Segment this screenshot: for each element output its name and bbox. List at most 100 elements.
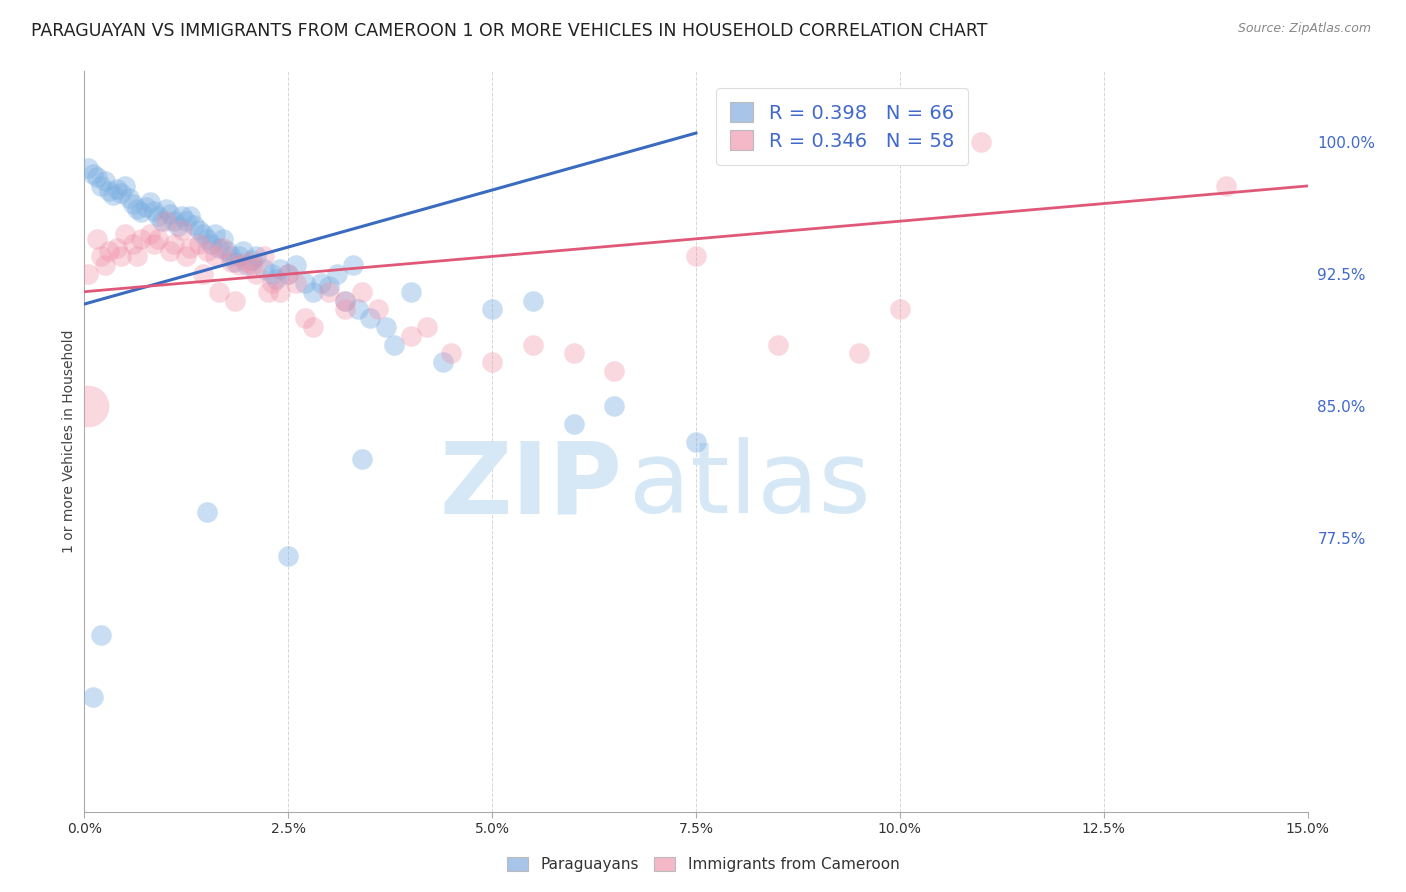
Point	[367, 302, 389, 317]
Point	[90, 250, 112, 264]
Point	[245, 267, 267, 281]
Point	[432, 355, 454, 369]
Point	[187, 223, 209, 237]
Point	[481, 355, 503, 369]
Point	[970, 135, 993, 149]
Point	[257, 285, 280, 299]
Point	[77, 399, 100, 413]
Point	[399, 285, 422, 299]
Point	[179, 241, 201, 255]
Legend: Paraguayans, Immigrants from Cameroon: Paraguayans, Immigrants from Cameroon	[499, 849, 907, 880]
Point	[603, 364, 626, 378]
Point	[350, 452, 373, 467]
Point	[195, 505, 218, 519]
Point	[114, 178, 136, 193]
Point	[889, 302, 911, 317]
Point	[82, 690, 104, 705]
Point	[131, 232, 153, 246]
Point	[174, 214, 197, 228]
Point	[86, 170, 108, 185]
Point	[217, 244, 239, 259]
Point	[346, 302, 368, 317]
Point	[159, 207, 181, 221]
Point	[562, 417, 585, 431]
Point	[260, 267, 283, 281]
Point	[155, 214, 177, 228]
Point	[240, 258, 263, 272]
Point	[122, 196, 145, 211]
Point	[277, 267, 299, 281]
Point	[110, 250, 132, 264]
Point	[269, 285, 291, 299]
Point	[522, 337, 544, 351]
Point	[212, 241, 235, 255]
Point	[335, 293, 357, 308]
Point	[301, 285, 323, 299]
Point	[155, 202, 177, 216]
Point	[285, 258, 308, 272]
Point	[342, 258, 364, 272]
Point	[253, 250, 276, 264]
Point	[359, 311, 381, 326]
Point	[204, 227, 226, 241]
Point	[382, 337, 405, 351]
Point	[146, 232, 169, 246]
Point	[204, 250, 226, 264]
Point	[522, 293, 544, 308]
Point	[236, 258, 259, 272]
Point	[326, 267, 349, 281]
Point	[82, 167, 104, 181]
Point	[101, 187, 124, 202]
Point	[562, 346, 585, 360]
Point	[167, 219, 190, 234]
Point	[848, 346, 870, 360]
Point	[172, 209, 194, 223]
Text: Source: ZipAtlas.com: Source: ZipAtlas.com	[1237, 22, 1371, 36]
Point	[114, 227, 136, 241]
Point	[685, 250, 707, 264]
Point	[301, 320, 323, 334]
Point	[264, 272, 287, 286]
Point	[187, 237, 209, 252]
Point	[269, 261, 291, 276]
Point	[195, 232, 218, 246]
Point	[294, 311, 316, 326]
Point	[318, 279, 340, 293]
Legend: R = 0.398   N = 66, R = 0.346   N = 58: R = 0.398 N = 66, R = 0.346 N = 58	[716, 88, 967, 164]
Point	[118, 191, 141, 205]
Point	[90, 628, 112, 642]
Text: ZIP: ZIP	[440, 437, 623, 534]
Point	[603, 399, 626, 413]
Point	[219, 254, 242, 268]
Point	[131, 205, 153, 219]
Point	[350, 285, 373, 299]
Point	[138, 227, 160, 241]
Point	[90, 178, 112, 193]
Point	[172, 223, 194, 237]
Point	[277, 549, 299, 563]
Point	[1215, 178, 1237, 193]
Point	[212, 232, 235, 246]
Point	[105, 182, 128, 196]
Point	[97, 184, 120, 198]
Point	[285, 276, 308, 290]
Point	[481, 302, 503, 317]
Text: atlas: atlas	[628, 437, 870, 534]
Text: PARAGUAYAN VS IMMIGRANTS FROM CAMEROON 1 OR MORE VEHICLES IN HOUSEHOLD CORRELATI: PARAGUAYAN VS IMMIGRANTS FROM CAMEROON 1…	[31, 22, 987, 40]
Point	[335, 302, 357, 317]
Point	[228, 258, 250, 272]
Point	[86, 232, 108, 246]
Point	[208, 285, 231, 299]
Point	[309, 276, 332, 290]
Point	[318, 285, 340, 299]
Point	[77, 161, 100, 176]
Point	[685, 434, 707, 449]
Point	[127, 250, 149, 264]
Point	[195, 244, 218, 259]
Point	[77, 267, 100, 281]
Point	[135, 200, 157, 214]
Point	[335, 293, 357, 308]
Point	[159, 244, 181, 259]
Point	[150, 214, 173, 228]
Point	[174, 250, 197, 264]
